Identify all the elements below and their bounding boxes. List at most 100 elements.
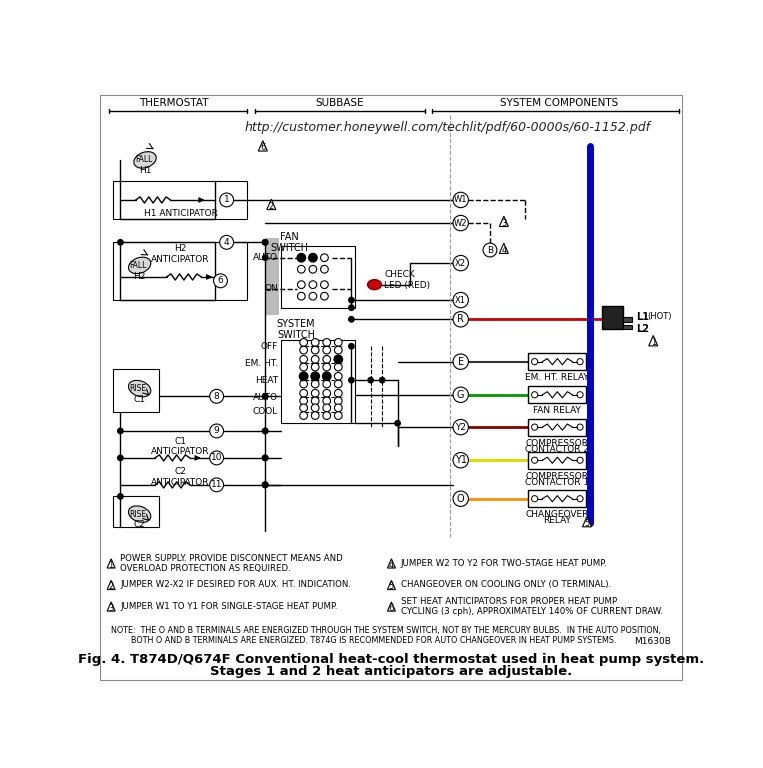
Text: CHECK
LED (RED): CHECK LED (RED) — [385, 270, 430, 290]
Circle shape — [262, 394, 268, 399]
Circle shape — [577, 457, 583, 463]
Text: FALL: FALL — [130, 261, 146, 270]
Text: H2
ANTICIPATOR: H2 ANTICIPATOR — [151, 244, 210, 263]
Circle shape — [577, 392, 583, 398]
Text: OFF: OFF — [261, 342, 278, 351]
Text: NOTE:  THE O AND B TERMINALS ARE ENERGIZED THROUGH THE SYSTEM SWITCH, NOT BY THE: NOTE: THE O AND B TERMINALS ARE ENERGIZE… — [111, 626, 661, 645]
Text: Fig. 4. T874D/Q674F Conventional heat-cool thermostat used in heat pump system.: Fig. 4. T874D/Q674F Conventional heat-co… — [78, 653, 703, 666]
Text: 3: 3 — [501, 219, 507, 228]
Text: (HOT): (HOT) — [647, 313, 671, 322]
Circle shape — [262, 482, 268, 488]
Circle shape — [532, 457, 538, 463]
Circle shape — [379, 377, 385, 382]
Circle shape — [334, 372, 342, 380]
Circle shape — [323, 356, 330, 363]
Circle shape — [311, 346, 319, 354]
Text: 5: 5 — [389, 582, 394, 591]
Polygon shape — [107, 602, 115, 611]
Bar — [529, 419, 586, 435]
Circle shape — [334, 404, 342, 412]
Bar — [602, 306, 623, 329]
Polygon shape — [582, 516, 591, 527]
Circle shape — [323, 380, 330, 388]
Ellipse shape — [368, 280, 382, 290]
Circle shape — [311, 363, 319, 371]
Text: AUTO: AUTO — [253, 253, 278, 262]
Text: JUMPER W1 TO Y1 FOR SINGLE-STAGE HEAT PUMP.: JUMPER W1 TO Y1 FOR SINGLE-STAGE HEAT PU… — [121, 602, 338, 611]
Polygon shape — [388, 559, 395, 568]
Circle shape — [298, 266, 305, 273]
Polygon shape — [107, 581, 115, 590]
Text: 3: 3 — [108, 604, 114, 613]
Text: RISE: RISE — [130, 510, 146, 518]
Bar — [623, 317, 633, 322]
Text: 4: 4 — [224, 238, 230, 247]
Text: SYSTEM
SWITCH: SYSTEM SWITCH — [277, 319, 315, 340]
Text: B: B — [487, 246, 493, 254]
Text: 4: 4 — [501, 246, 507, 255]
Ellipse shape — [134, 151, 156, 168]
Circle shape — [334, 363, 342, 371]
Text: POWER SUPPLY. PROVIDE DISCONNECT MEANS AND
OVERLOAD PROTECTION AS REQUIRED.: POWER SUPPLY. PROVIDE DISCONNECT MEANS A… — [121, 554, 343, 573]
Circle shape — [323, 346, 330, 354]
Text: O: O — [457, 494, 465, 504]
Text: CHANGEOVER: CHANGEOVER — [526, 510, 589, 519]
Circle shape — [453, 387, 468, 402]
Text: FALL: FALL — [135, 155, 152, 164]
Text: C2: C2 — [134, 521, 146, 529]
Text: 6: 6 — [217, 276, 224, 285]
Circle shape — [262, 429, 268, 434]
Circle shape — [311, 397, 319, 405]
Bar — [529, 490, 586, 507]
Text: X2: X2 — [456, 259, 466, 267]
Text: H2: H2 — [134, 272, 146, 280]
Circle shape — [323, 339, 330, 346]
Circle shape — [334, 355, 343, 363]
Text: COOL: COOL — [253, 407, 278, 416]
Text: Y1: Y1 — [455, 455, 467, 465]
Circle shape — [262, 455, 268, 461]
Text: EM. HT.: EM. HT. — [245, 359, 278, 368]
Text: 10: 10 — [211, 453, 222, 462]
Circle shape — [210, 389, 224, 403]
Circle shape — [395, 421, 401, 426]
Polygon shape — [388, 581, 395, 590]
Circle shape — [300, 397, 307, 405]
Circle shape — [298, 281, 305, 289]
Text: C1
ANTICIPATOR: C1 ANTICIPATOR — [151, 437, 210, 456]
Text: C2
ANTICIPATOR: C2 ANTICIPATOR — [151, 468, 210, 487]
Circle shape — [349, 316, 354, 322]
Circle shape — [299, 372, 308, 380]
Text: 1: 1 — [224, 196, 230, 204]
Circle shape — [262, 455, 268, 461]
Circle shape — [453, 354, 468, 369]
Circle shape — [311, 404, 319, 412]
Text: 1: 1 — [108, 561, 114, 570]
Circle shape — [311, 339, 319, 346]
Text: 6: 6 — [388, 604, 394, 613]
Circle shape — [453, 419, 468, 435]
Text: SYSTEM COMPONENTS: SYSTEM COMPONENTS — [501, 98, 618, 108]
Circle shape — [334, 397, 342, 405]
Circle shape — [309, 253, 317, 262]
Circle shape — [320, 254, 328, 262]
Text: 2: 2 — [269, 202, 274, 211]
Circle shape — [453, 293, 468, 308]
Polygon shape — [267, 199, 275, 210]
Text: HEAT: HEAT — [255, 376, 278, 385]
Circle shape — [368, 377, 373, 382]
Text: Y2: Y2 — [456, 422, 466, 432]
Circle shape — [118, 455, 123, 461]
Circle shape — [309, 293, 317, 300]
Circle shape — [334, 389, 342, 397]
Circle shape — [210, 451, 224, 465]
Circle shape — [323, 363, 330, 371]
Circle shape — [311, 412, 319, 419]
Circle shape — [320, 266, 328, 273]
Circle shape — [532, 392, 538, 398]
Circle shape — [334, 346, 342, 354]
Circle shape — [349, 297, 354, 303]
Circle shape — [210, 478, 224, 492]
Circle shape — [118, 494, 123, 499]
Circle shape — [262, 394, 268, 399]
